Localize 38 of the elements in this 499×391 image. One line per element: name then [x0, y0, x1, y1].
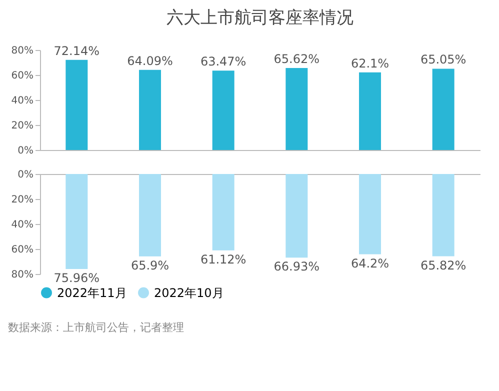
- bar: [212, 70, 234, 150]
- bar: [286, 174, 308, 258]
- data-label: 62.1%: [350, 56, 390, 70]
- y-tick-label: 60%: [11, 70, 34, 82]
- bar: [432, 174, 454, 256]
- bar: [432, 68, 454, 150]
- data-label: 65.9%: [130, 258, 170, 272]
- data-label: 63.47%: [200, 54, 246, 69]
- y-tick-label: 0%: [18, 170, 34, 180]
- bar: [66, 60, 88, 150]
- y-tick-label: 20%: [11, 120, 34, 132]
- bar: [286, 68, 308, 150]
- y-tick-label: 60%: [11, 244, 34, 256]
- data-label: 72.14%: [54, 44, 100, 58]
- y-tick-label: 0%: [18, 146, 34, 156]
- y-tick-label: 20%: [11, 194, 34, 206]
- y-tick-label: 40%: [11, 220, 34, 230]
- data-label: 65.82%: [420, 258, 466, 272]
- data-label: 64.09%: [127, 54, 173, 68]
- y-tick-label: 80%: [11, 270, 34, 280]
- data-label: 66.93%: [274, 260, 320, 274]
- legend-label: 2022年10月: [154, 286, 224, 300]
- bar: [66, 174, 88, 269]
- bar: [139, 174, 161, 256]
- source-note: 数据来源：上市航司公告，记者整理: [8, 321, 184, 334]
- bar: [212, 174, 234, 250]
- data-label: 65.62%: [274, 52, 320, 66]
- y-tick-label: 40%: [11, 96, 34, 106]
- legend-label: 2022年11月: [57, 286, 127, 300]
- data-label: 61.12%: [200, 252, 246, 266]
- data-label: 64.2%: [350, 256, 390, 270]
- data-label: 75.96%: [54, 270, 100, 285]
- chart-title: 六大上市航司客座率情况: [166, 8, 354, 28]
- y-tick-label: 80%: [11, 46, 34, 56]
- bar: [139, 70, 161, 150]
- bar: [359, 72, 381, 150]
- data-label: 65.05%: [420, 52, 466, 67]
- bar: [359, 174, 381, 254]
